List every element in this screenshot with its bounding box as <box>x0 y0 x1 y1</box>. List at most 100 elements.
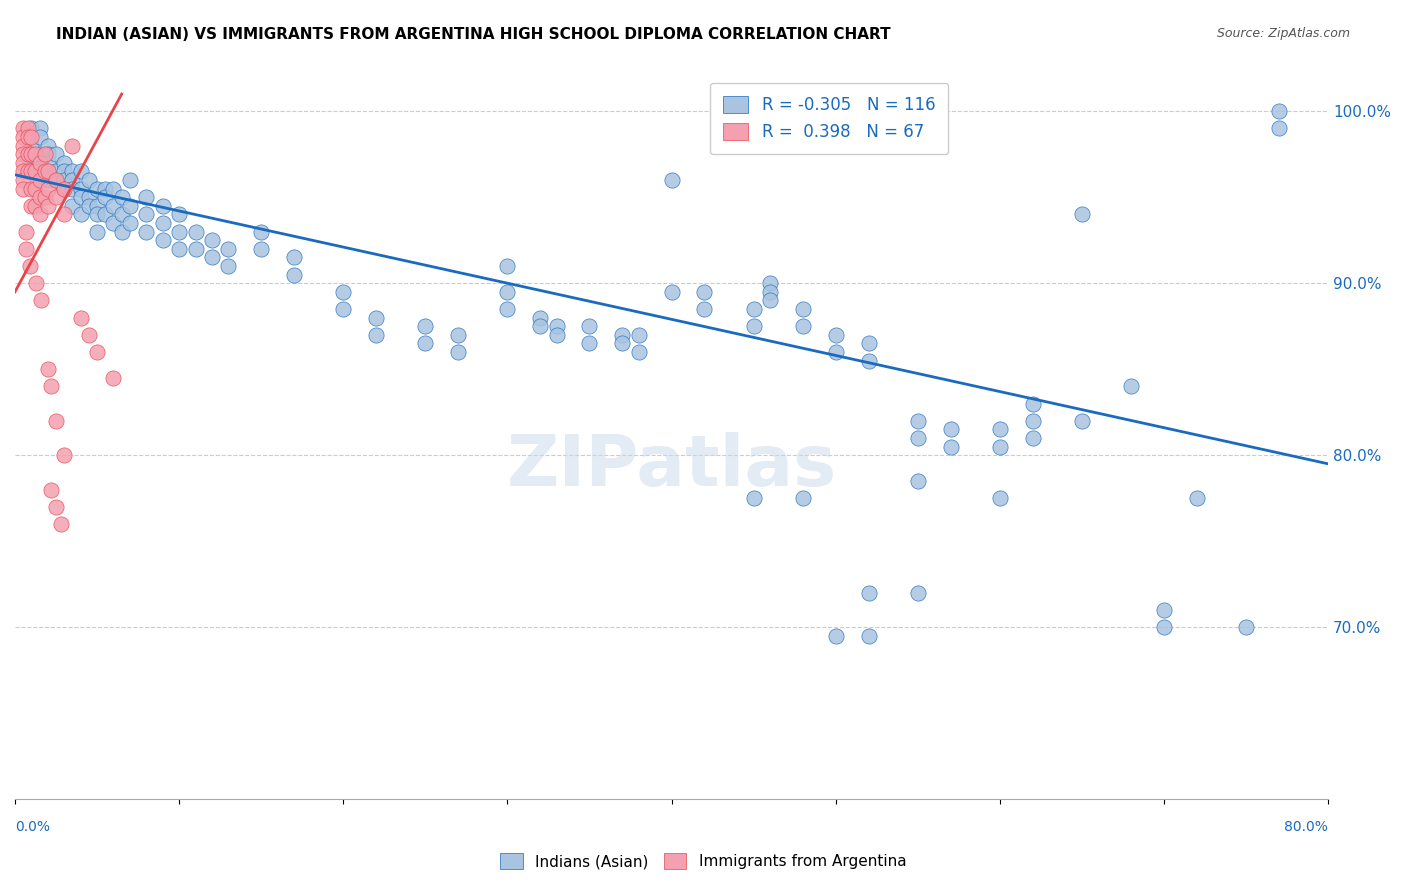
Point <box>111 190 134 204</box>
Point <box>201 233 224 247</box>
Point <box>62 199 84 213</box>
Point <box>28 207 51 221</box>
Point <box>17 130 39 145</box>
Point <box>627 327 650 342</box>
Point <box>77 327 100 342</box>
Point <box>1021 396 1043 410</box>
Point <box>77 190 100 204</box>
Point <box>94 207 117 221</box>
Point <box>37 199 59 213</box>
Point <box>94 181 117 195</box>
Point <box>824 629 846 643</box>
Legend: R = -0.305   N = 116, R =  0.398   N = 67: R = -0.305 N = 116, R = 0.398 N = 67 <box>710 83 949 154</box>
Point <box>20 121 42 136</box>
Point <box>907 431 929 445</box>
Text: ZIPatlas: ZIPatlas <box>506 432 837 501</box>
Point <box>546 327 568 342</box>
Point <box>15 242 38 256</box>
Point <box>217 242 239 256</box>
Point <box>858 336 880 351</box>
Point <box>86 199 108 213</box>
Point <box>988 491 1011 506</box>
Point <box>103 371 125 385</box>
Point <box>1268 121 1291 136</box>
Point <box>13 156 35 170</box>
Point <box>546 319 568 334</box>
Point <box>45 173 67 187</box>
Point <box>135 190 157 204</box>
Point <box>37 362 59 376</box>
Point <box>13 164 35 178</box>
Point <box>24 199 46 213</box>
Point <box>13 173 35 187</box>
Point <box>111 207 134 221</box>
Point <box>135 225 157 239</box>
Text: 80.0%: 80.0% <box>1284 820 1329 834</box>
Point <box>118 216 141 230</box>
Point <box>18 259 41 273</box>
Point <box>496 259 519 273</box>
Point <box>366 327 388 342</box>
Point <box>20 199 42 213</box>
Point <box>167 207 190 221</box>
Point <box>69 181 91 195</box>
Point <box>20 130 42 145</box>
Point <box>49 516 72 531</box>
Point <box>37 156 59 170</box>
Point <box>988 422 1011 436</box>
Point <box>858 629 880 643</box>
Text: Source: ZipAtlas.com: Source: ZipAtlas.com <box>1216 27 1350 40</box>
Point <box>37 138 59 153</box>
Point <box>496 301 519 316</box>
Point <box>25 276 48 290</box>
Point <box>742 491 765 506</box>
Point <box>86 345 108 359</box>
Point <box>988 440 1011 454</box>
Point <box>578 319 600 334</box>
Point <box>45 414 67 428</box>
Point <box>283 251 305 265</box>
Point <box>39 483 62 497</box>
Point <box>759 285 782 299</box>
Point <box>24 147 46 161</box>
Point <box>53 181 76 195</box>
Point <box>693 285 716 299</box>
Point <box>661 285 683 299</box>
Point <box>1021 431 1043 445</box>
Point <box>77 199 100 213</box>
Point <box>529 310 551 325</box>
Point <box>184 242 207 256</box>
Point <box>250 242 273 256</box>
Point <box>30 293 52 308</box>
Point <box>20 156 42 170</box>
Point <box>167 225 190 239</box>
Point <box>415 336 437 351</box>
Point <box>152 233 174 247</box>
Point <box>62 138 84 153</box>
Point <box>447 327 470 342</box>
Point <box>45 190 67 204</box>
Point <box>792 491 814 506</box>
Point <box>792 319 814 334</box>
Point <box>53 156 76 170</box>
Point <box>1071 414 1094 428</box>
Point <box>20 181 42 195</box>
Point <box>53 207 76 221</box>
Point <box>118 199 141 213</box>
Point <box>86 207 108 221</box>
Point <box>135 207 157 221</box>
Point <box>111 225 134 239</box>
Point <box>37 173 59 187</box>
Point <box>1268 104 1291 119</box>
Point <box>907 586 929 600</box>
Point <box>24 181 46 195</box>
Point <box>118 173 141 187</box>
Point <box>217 259 239 273</box>
Point <box>28 190 51 204</box>
Point <box>28 147 51 161</box>
Point <box>17 164 39 178</box>
Point <box>496 285 519 299</box>
Point <box>824 345 846 359</box>
Point <box>37 181 59 195</box>
Point <box>742 319 765 334</box>
